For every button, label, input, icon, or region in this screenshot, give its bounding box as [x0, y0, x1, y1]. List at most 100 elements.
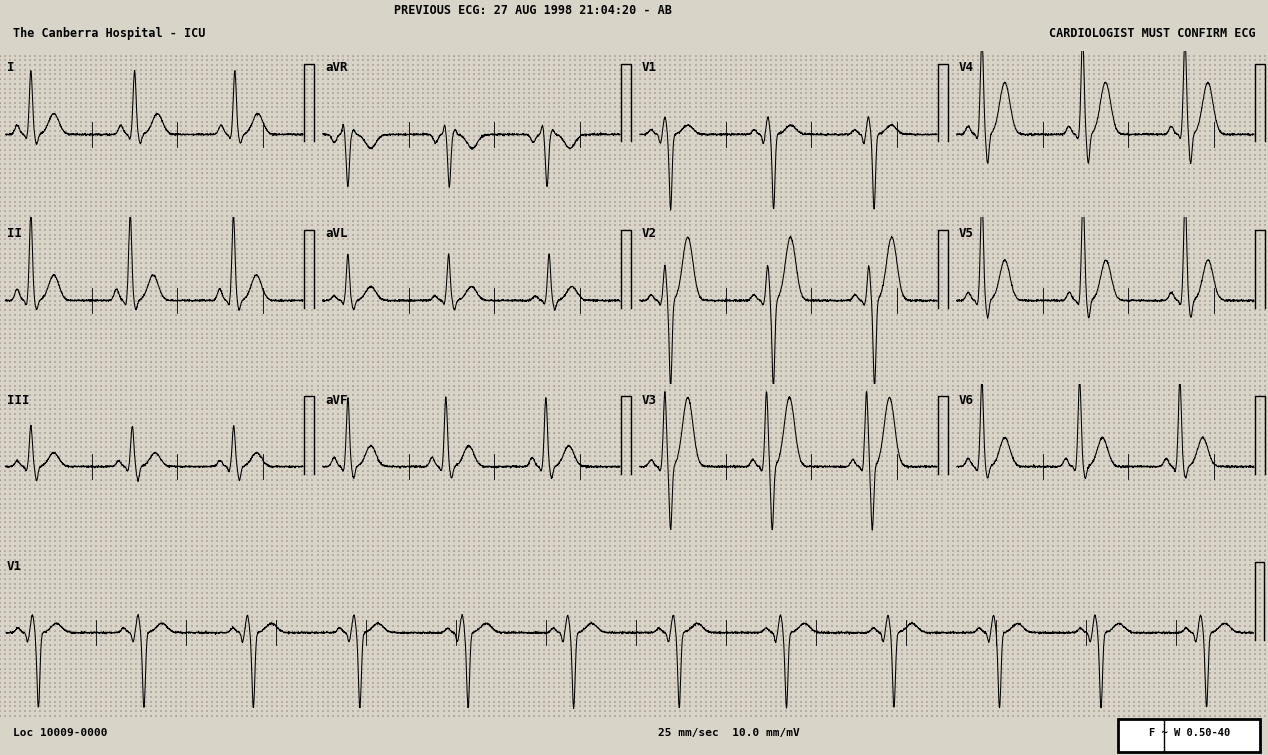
Point [332, 347, 353, 359]
Point [862, 262, 883, 274]
Point [278, 143, 298, 156]
Point [751, 394, 771, 406]
Point [217, 380, 237, 392]
Point [126, 455, 146, 467]
Point [459, 191, 479, 203]
Point [1240, 214, 1260, 226]
Point [424, 587, 444, 599]
Point [1023, 111, 1044, 123]
Point [973, 262, 993, 274]
Point [857, 267, 877, 279]
Point [671, 427, 691, 439]
Point [0, 380, 20, 392]
Point [1179, 563, 1200, 575]
Point [1003, 54, 1023, 66]
Point [1093, 582, 1113, 594]
Point [952, 469, 973, 481]
Point [983, 257, 1003, 269]
Point [237, 573, 257, 585]
Point [741, 196, 761, 208]
Point [1079, 488, 1099, 500]
Point [771, 219, 791, 231]
Point [947, 384, 967, 396]
Point [207, 337, 227, 350]
Point [15, 445, 36, 458]
Point [25, 408, 46, 420]
Point [388, 233, 408, 245]
Point [288, 705, 308, 717]
Point [1038, 582, 1059, 594]
Point [529, 422, 549, 434]
Point [1093, 488, 1113, 500]
Point [1210, 389, 1230, 401]
Point [347, 460, 368, 472]
Point [1255, 611, 1268, 623]
Point [1230, 507, 1250, 519]
Point [120, 502, 141, 514]
Point [867, 596, 888, 609]
Point [983, 196, 1003, 208]
Point [469, 143, 489, 156]
Point [141, 413, 161, 425]
Point [368, 483, 388, 495]
Point [1215, 356, 1235, 368]
Point [181, 460, 202, 472]
Point [498, 569, 519, 581]
Point [781, 615, 801, 627]
Point [1113, 563, 1134, 575]
Point [998, 380, 1018, 392]
Point [1088, 356, 1108, 368]
Point [1240, 531, 1260, 543]
Point [5, 319, 25, 331]
Point [283, 106, 303, 119]
Point [36, 630, 56, 642]
Point [650, 313, 671, 325]
Point [957, 676, 978, 689]
Point [429, 380, 449, 392]
Point [922, 257, 942, 269]
Point [418, 59, 439, 71]
Point [51, 351, 71, 363]
Point [337, 351, 358, 363]
Point [1018, 130, 1038, 142]
Point [86, 224, 107, 236]
Point [695, 516, 715, 528]
Point [95, 563, 115, 575]
Point [952, 540, 973, 552]
Point [81, 658, 101, 670]
Point [1169, 101, 1189, 113]
Point [917, 569, 937, 581]
Point [1154, 285, 1174, 297]
Point [817, 682, 837, 694]
Point [25, 493, 46, 505]
Point [817, 493, 837, 505]
Point [907, 691, 927, 703]
Point [15, 168, 36, 180]
Point [76, 210, 96, 222]
Point [5, 162, 25, 174]
Point [1093, 445, 1113, 458]
Point [1194, 323, 1215, 335]
Point [605, 399, 625, 411]
Point [434, 370, 454, 382]
Point [307, 625, 327, 637]
Point [746, 177, 766, 189]
Point [403, 196, 424, 208]
Point [806, 483, 827, 495]
Point [1200, 512, 1220, 524]
Point [90, 116, 110, 128]
Point [666, 54, 686, 66]
Point [363, 276, 383, 288]
Point [847, 120, 867, 132]
Point [1088, 663, 1108, 675]
Point [681, 365, 701, 378]
Point [1169, 582, 1189, 594]
Point [41, 214, 61, 226]
Point [232, 300, 252, 312]
Point [10, 82, 30, 94]
Point [690, 384, 710, 396]
Point [896, 450, 917, 462]
Point [725, 592, 746, 604]
Point [508, 587, 529, 599]
Point [1028, 125, 1049, 137]
